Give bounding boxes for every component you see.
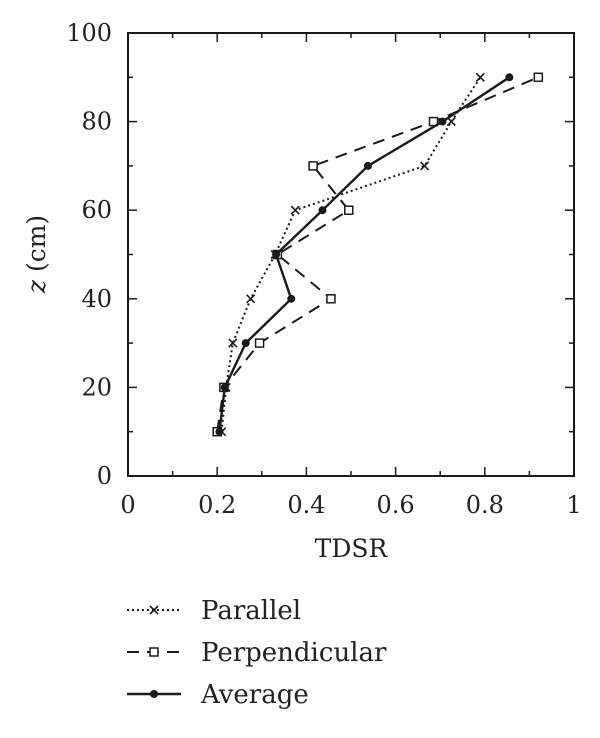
x-tick-label: 0.6: [377, 491, 415, 519]
series-line-perpendicular: [216, 76, 539, 432]
y-tick-label: 40: [81, 285, 112, 313]
data-point-parallel: [246, 294, 256, 304]
data-point-average: [272, 250, 281, 259]
x-axis-label: TDSR: [315, 534, 389, 563]
x-tick-label: 1: [566, 491, 581, 519]
series-line-average: [218, 76, 510, 432]
data-point-parallel: [475, 72, 485, 82]
y-tick-label: 60: [81, 196, 112, 224]
legend-label-perpendicular: Perpendicular: [201, 638, 387, 668]
legend: Parallel Perpendicular Average: [127, 596, 387, 710]
data-point-parallel: [228, 338, 238, 348]
x-axis: 0 0.2 0.4 0.6 0.8 1: [120, 33, 582, 519]
series-perpendicular: [212, 72, 544, 437]
data-point-perpendicular: [344, 205, 354, 215]
series-parallel: [217, 72, 485, 437]
data-point-average: [318, 206, 327, 215]
data-point-average: [241, 339, 250, 348]
legend-label-parallel: Parallel: [201, 596, 301, 626]
x-tick-label: 0.2: [198, 491, 236, 519]
y-tick-label: 80: [81, 108, 112, 136]
plot-frame: [127, 32, 575, 477]
y-axis-label: z (cm): [22, 215, 51, 294]
y-tick-label: 100: [66, 19, 112, 47]
data-point-parallel: [290, 205, 300, 215]
legend-item-average: Average: [127, 680, 309, 710]
data-point-parallel: [446, 117, 456, 127]
legend-item-parallel: Parallel: [127, 596, 301, 626]
data-point-average: [220, 383, 229, 392]
x-tick-label: 0: [120, 491, 135, 519]
legend-marker-perpendicular: [149, 647, 159, 657]
y-tick-label: 0: [97, 462, 112, 490]
y-axis-label-variable: z: [22, 279, 51, 294]
x-tick-label: 0.4: [287, 491, 325, 519]
data-point-average: [215, 427, 224, 436]
plot-series: [212, 72, 544, 437]
legend-marker-parallel: [149, 605, 159, 615]
data-point-perpendicular: [308, 161, 318, 171]
data-point-perpendicular: [254, 338, 265, 348]
data-point-average: [505, 73, 514, 82]
series-line-parallel: [220, 76, 482, 432]
series-average: [215, 73, 514, 436]
data-point-perpendicular: [533, 72, 544, 83]
y-axis-label-unit: (cm): [22, 215, 51, 280]
data-point-parallel: [420, 161, 430, 171]
legend-label-average: Average: [200, 680, 309, 710]
data-point-average: [287, 294, 296, 303]
legend-marker-average: [150, 690, 158, 698]
legend-item-perpendicular: Perpendicular: [127, 638, 387, 668]
y-tick-label: 20: [81, 373, 112, 401]
data-point-average: [363, 161, 372, 170]
x-tick-label: 0.8: [466, 491, 504, 519]
data-point-perpendicular: [326, 294, 336, 304]
data-point-average: [438, 117, 447, 126]
y-axis: 0 20 40 60 80 100: [66, 19, 574, 490]
